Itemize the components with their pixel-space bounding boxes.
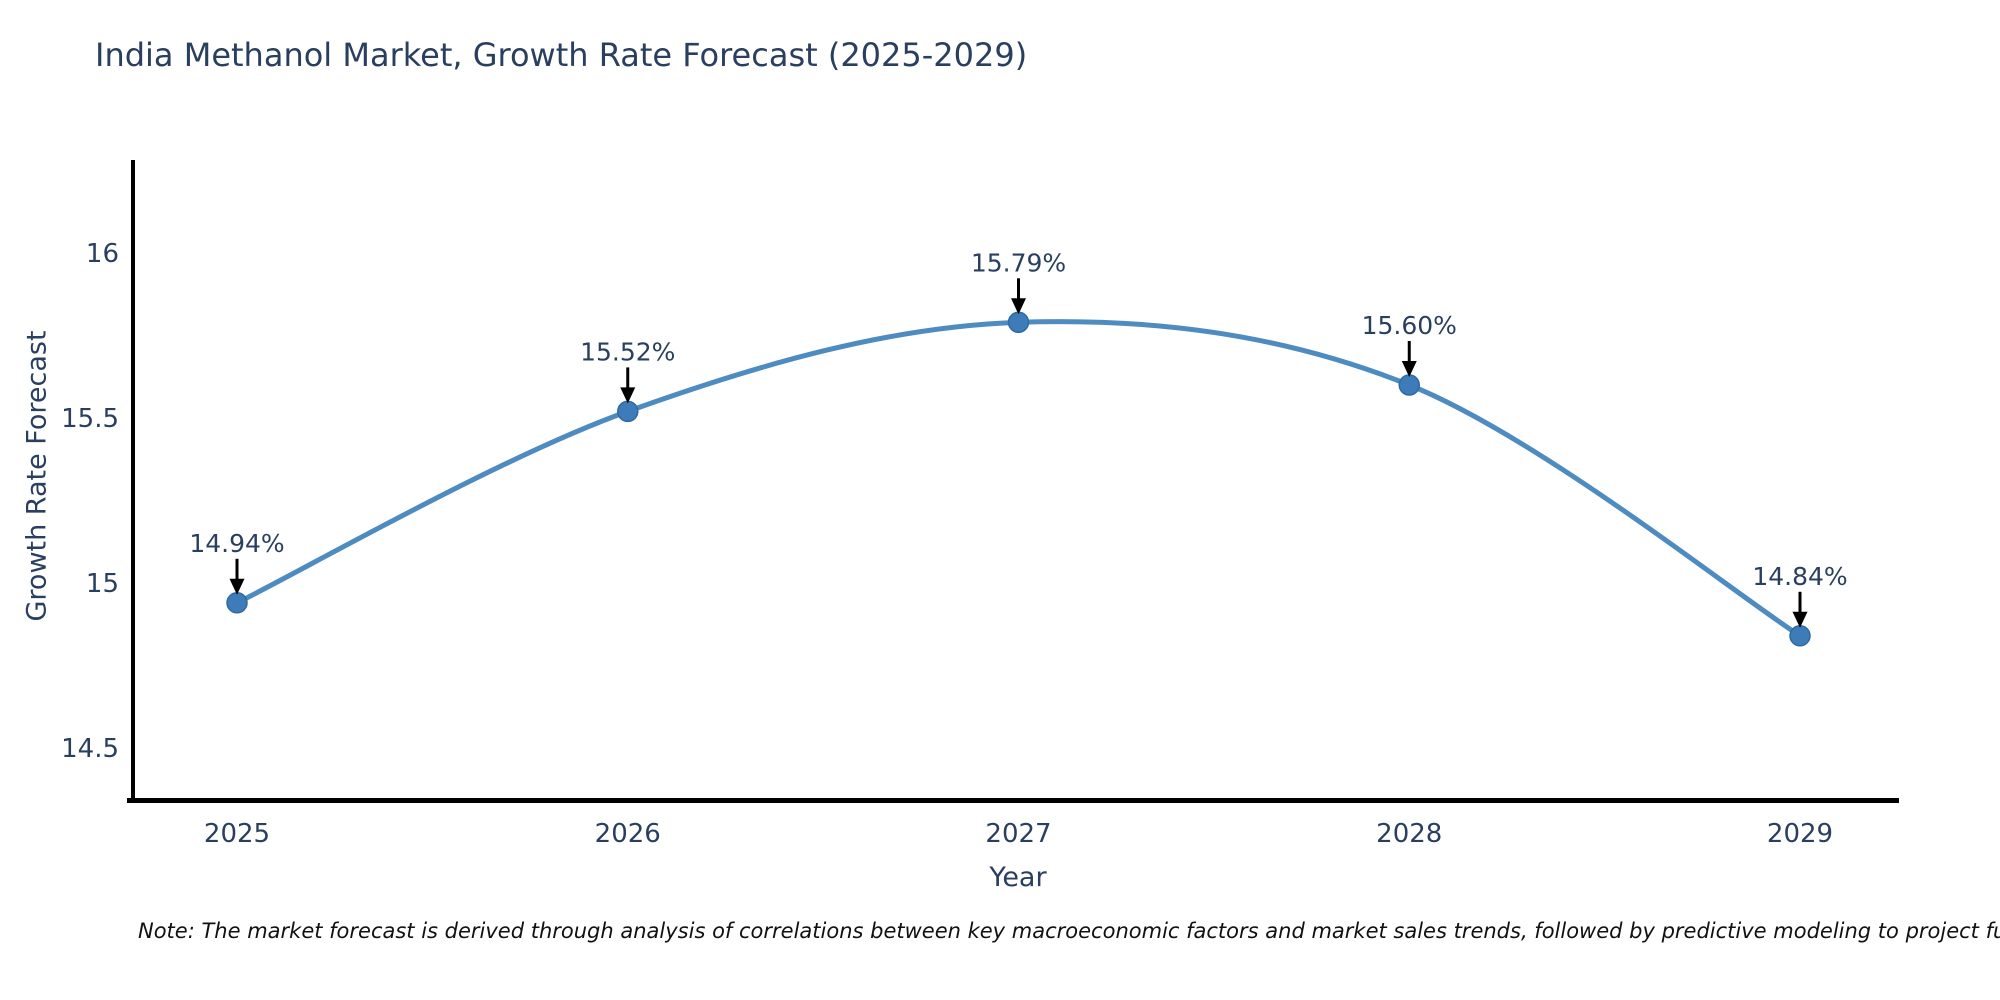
x-tick-label-2025: 2025 xyxy=(204,819,270,849)
data-point-2027 xyxy=(1007,311,1030,334)
annotation-arrow-head-2028 xyxy=(1401,361,1417,377)
data-point-2025 xyxy=(226,592,248,614)
y-axis-spine xyxy=(131,160,135,803)
x-axis-spine xyxy=(127,798,1899,803)
x-axis-title: Year xyxy=(989,862,1047,893)
forecast-line xyxy=(234,319,1803,639)
chart-title: India Methanol Market, Growth Rate Forec… xyxy=(95,36,1028,74)
y-tick-label-16: 16 xyxy=(86,239,119,269)
data-point-2028 xyxy=(1398,374,1420,396)
data-point-2029 xyxy=(1789,625,1811,647)
point-label-2028: 15.60% xyxy=(1362,311,1457,340)
y-tick-label-14.5: 14.5 xyxy=(61,734,119,764)
y-axis-title: Growth Rate Forecast xyxy=(21,330,53,622)
x-tick-label-2026: 2026 xyxy=(595,819,661,849)
x-tick-label-2029: 2029 xyxy=(1767,819,1833,849)
point-label-2029: 14.84% xyxy=(1752,562,1847,591)
y-tick-label-15: 15 xyxy=(86,569,119,599)
x-tick-label-2028: 2028 xyxy=(1376,819,1442,849)
annotation-arrow-head-2026 xyxy=(620,387,636,404)
point-label-2027: 15.79% xyxy=(971,248,1066,277)
data-point-2026 xyxy=(617,400,639,423)
point-label-2025: 14.94% xyxy=(189,529,284,558)
annotation-arrow-head-2025 xyxy=(229,578,245,595)
annotation-arrow-head-2029 xyxy=(1792,611,1808,628)
annotation-arrow-head-2027 xyxy=(1011,298,1026,315)
footnote: Note: The market forecast is derived thr… xyxy=(138,919,2000,943)
x-tick-label-2027: 2027 xyxy=(985,819,1051,849)
point-label-2026: 15.52% xyxy=(580,337,675,366)
y-tick-label-15.5: 15.5 xyxy=(61,404,119,434)
